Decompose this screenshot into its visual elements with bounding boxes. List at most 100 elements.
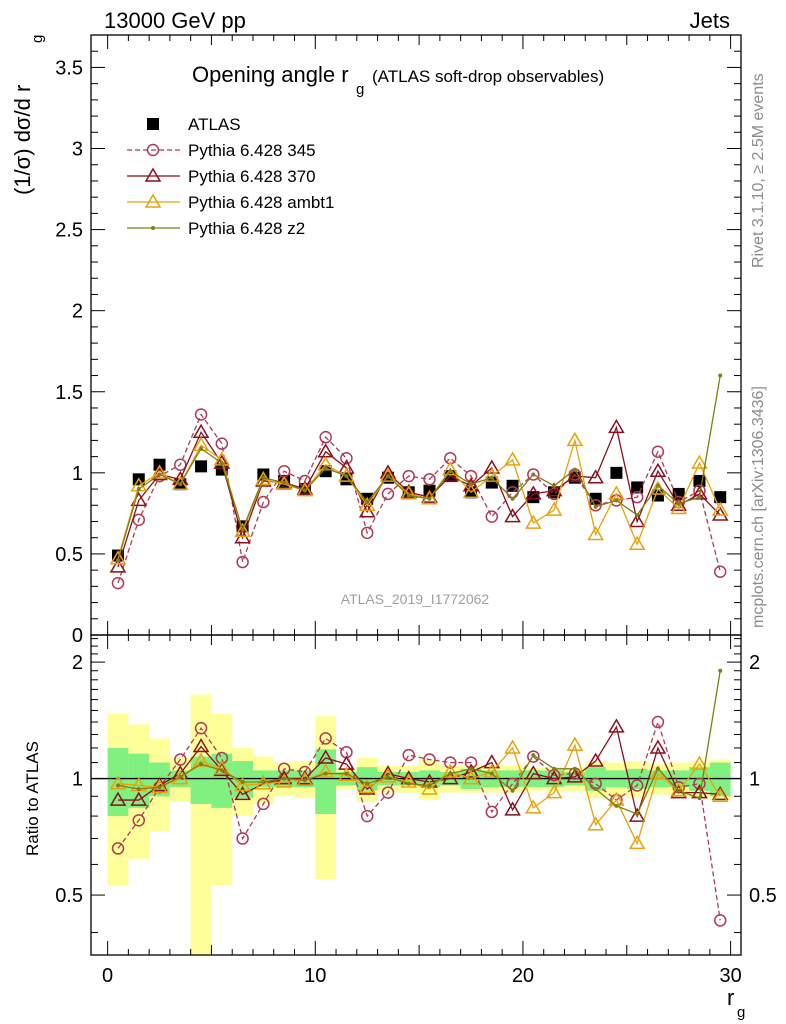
marker-pythia-6-428-ambt1 [379, 467, 397, 482]
ratio-marker-pythia-6-428-ambt1 [566, 736, 584, 751]
line-pythia-6-428-345 [117, 413, 721, 584]
marker-atlas [506, 479, 519, 492]
marker-pythia-6-428-ambt1 [525, 514, 542, 529]
series-pythia-6-428-345 [111, 408, 727, 590]
main-title-text: Opening angle r [192, 62, 349, 87]
ratio-band-green [190, 756, 212, 804]
ratio-marker-pythia-6-428-ambt1 [317, 763, 334, 778]
marker-atlas [340, 473, 353, 486]
y-axis-label-main: (1/σ) dσ/d r g [10, 35, 46, 195]
y-tick-label-main: 2 [72, 301, 83, 323]
ratio-marker-pythia-6-428-ambt1 [441, 763, 459, 778]
ratio-marker-pythia-6-428-z2 [178, 774, 183, 779]
ratio-marker-pythia-6-428-z2 [531, 753, 536, 758]
ratio-marker-pythia-6-428-z2 [157, 785, 162, 790]
ratio-marker-pythia-6-428-z2 [282, 776, 287, 781]
marker-atlas [527, 491, 540, 504]
marker-pythia-6-428-345 [236, 555, 249, 569]
ratio-marker-pythia-6-428-370 [296, 770, 314, 785]
marker-pythia-6-428-370 [587, 469, 604, 484]
marker-pythia-6-428-345 [319, 430, 332, 444]
ratio-marker-pythia-6-428-z2 [115, 783, 120, 788]
line-pythia-6-428-ambt1 [117, 437, 721, 559]
marker-pythia-6-428-z2 [489, 475, 494, 480]
marker-pythia-6-428-z2 [219, 461, 224, 466]
marker-pythia-6-428-z2 [427, 496, 432, 501]
header-left: 13000 GeV pp [104, 8, 246, 33]
ratio-marker-pythia-6-428-z2 [489, 771, 494, 776]
ratio-marker-pythia-6-428-345 [444, 756, 457, 769]
ratio-marker-pythia-6-428-z2 [302, 778, 307, 783]
marker-pythia-6-428-ambt1 [545, 501, 563, 516]
marker-pythia-6-428-370 [545, 482, 563, 497]
ratio-marker-pythia-6-428-z2 [572, 766, 577, 771]
marker-pythia-6-428-345 [215, 437, 229, 450]
y-axis-label-main-text: (1/σ) dσ/d r [10, 85, 35, 195]
ratio-marker-pythia-6-428-370 [192, 738, 210, 753]
marker-pythia-6-428-ambt1 [234, 522, 251, 537]
marker-pythia-6-428-370 [649, 462, 667, 477]
marker-pythia-6-428-345 [651, 445, 665, 459]
marker-pythia-6-428-345 [713, 565, 727, 579]
series-pythia-6-428-z2 [115, 373, 723, 563]
marker-pythia-6-428-ambt1 [462, 483, 480, 499]
ratio-marker-pythia-6-428-345 [651, 715, 665, 729]
ratio-marker-pythia-6-428-ambt1 [670, 782, 688, 797]
legend-marker-atlas [147, 118, 159, 130]
marker-pythia-6-428-ambt1 [109, 550, 127, 565]
marker-pythia-6-428-z2 [115, 558, 120, 563]
y-tick-label-main: 0.5 [55, 544, 83, 566]
y-tick-label-main: 1.5 [55, 382, 83, 404]
ratio-marker-pythia-6-428-370 [711, 785, 729, 801]
ratio-marker-pythia-6-428-345 [423, 753, 436, 766]
marker-atlas [610, 466, 623, 479]
ratio-marker-pythia-6-428-370 [525, 765, 542, 780]
ratio-marker-pythia-6-428-370 [545, 770, 563, 785]
ratio-marker-pythia-6-428-370 [130, 791, 148, 806]
marker-pythia-6-428-370 [151, 465, 168, 481]
marker-pythia-6-428-z2 [614, 498, 619, 503]
y-axis-label-main-sub: g [29, 35, 46, 43]
legend-item-pythia-6-428-z2: Pythia 6.428 z2 [127, 219, 305, 238]
ratio-marker-pythia-6-428-z2 [510, 788, 515, 793]
ratio-marker-pythia-6-428-z2 [635, 811, 640, 816]
ratio-marker-pythia-6-428-ambt1 [234, 776, 251, 792]
marker-pythia-6-428-345 [174, 458, 187, 471]
y-tick-label-ratio: 2 [72, 652, 83, 674]
marker-pythia-6-428-ambt1 [691, 454, 708, 469]
ratio-marker-pythia-6-428-z2 [199, 762, 204, 767]
marker-pythia-6-428-345 [111, 576, 125, 590]
marker-pythia-6-428-z2 [510, 496, 515, 501]
legend-marker-pythia-6-428-370 [144, 167, 162, 182]
marker-pythia-6-428-370 [670, 496, 688, 512]
analysis-id: ATLAS_2019_I1772062 [341, 591, 490, 607]
y-tick-label-main: 0 [72, 625, 83, 647]
ratio-marker-pythia-6-428-ambt1 [255, 775, 272, 790]
ratio-frame [90, 634, 742, 956]
marker-pythia-6-428-345 [340, 451, 353, 465]
ratio-marker-pythia-6-428-z2 [552, 766, 557, 771]
y-tick-label-ratio-right: 2 [749, 652, 760, 674]
marker-pythia-6-428-370 [109, 558, 127, 573]
ratio-marker-pythia-6-428-345 [381, 786, 395, 799]
ratio-marker-pythia-6-428-z2 [261, 779, 266, 784]
ratio-marker-pythia-6-428-370 [504, 801, 521, 816]
ratio-series-pythia-6-428-z2 [115, 668, 723, 816]
ratio-marker-pythia-6-428-345 [693, 777, 706, 790]
x-tick-label: 0 [102, 965, 113, 987]
ratio-marker-pythia-6-428-ambt1 [400, 773, 418, 788]
marker-pythia-6-428-z2 [240, 527, 245, 532]
main-title-note: (ATLAS soft-drop observables) [372, 67, 604, 86]
ratio-marker-pythia-6-428-ambt1 [628, 834, 646, 850]
y-tick-label-ratio: 0.5 [55, 885, 83, 907]
marker-pythia-6-428-345 [360, 526, 374, 540]
marker-pythia-6-428-z2 [676, 501, 681, 506]
marker-pythia-6-428-z2 [344, 474, 349, 479]
marker-pythia-6-428-370 [711, 506, 729, 521]
marker-pythia-6-428-z2 [531, 472, 536, 477]
ratio-marker-pythia-6-428-370 [587, 752, 604, 767]
ratio-marker-pythia-6-428-370 [109, 791, 127, 806]
marker-pythia-6-428-z2 [552, 483, 557, 488]
marker-pythia-6-428-345 [298, 474, 312, 488]
